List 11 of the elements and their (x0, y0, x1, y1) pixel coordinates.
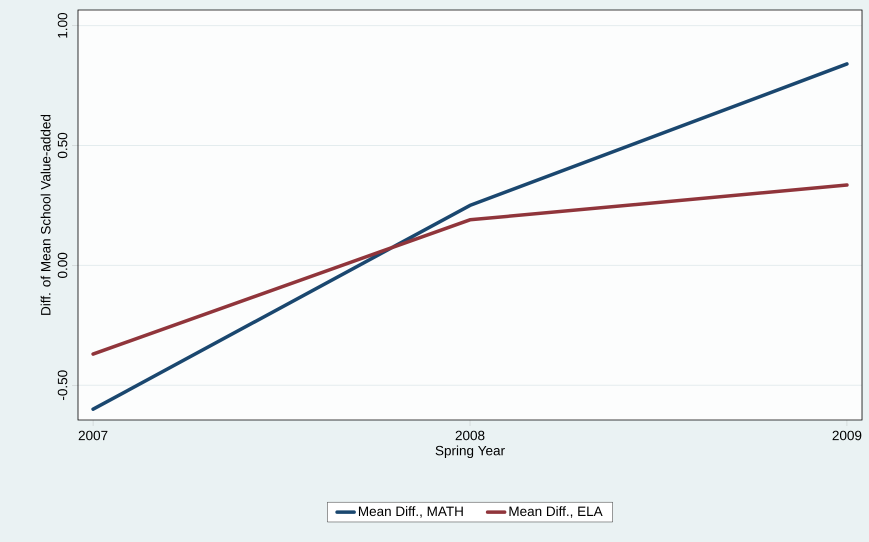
x-tick-label: 2008 (456, 430, 484, 440)
legend-label: Mean Diff., MATH (358, 506, 463, 518)
legend-label: Mean Diff., ELA (509, 506, 603, 518)
y-axis-title: Diff. of Mean School Value-added (40, 114, 51, 315)
y-tick-label: 0.50 (58, 132, 68, 158)
y-tick-label: 0.00 (58, 252, 68, 278)
y-tick-label: 1.00 (58, 12, 68, 38)
x-axis-title: Spring Year (436, 445, 505, 458)
x-tick-label: 2007 (78, 430, 108, 440)
x-tick-label: 2009 (832, 430, 862, 440)
y-tick-label: -0.50 (58, 370, 68, 400)
